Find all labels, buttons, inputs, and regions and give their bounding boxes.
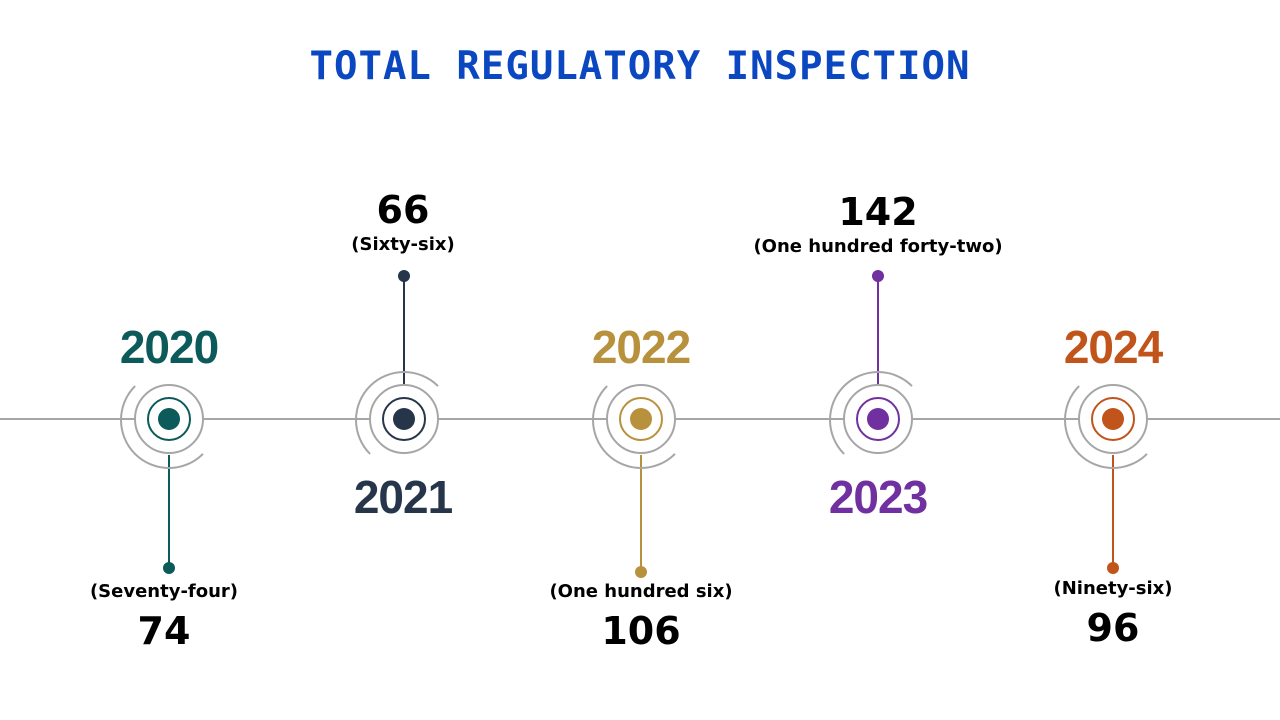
value-number: 96 <box>1086 606 1140 650</box>
value-number: 66 <box>376 188 430 232</box>
center-dot <box>1102 408 1124 430</box>
outer-arc <box>1064 371 1162 469</box>
outer-arc <box>829 371 927 469</box>
value-words: (One hundred six) <box>549 581 733 602</box>
connector-pin <box>635 566 647 578</box>
connector-line <box>403 280 405 384</box>
center-dot <box>630 408 652 430</box>
inner-ring <box>619 397 663 441</box>
outer-arc <box>355 371 453 469</box>
center-dot <box>393 408 415 430</box>
page-title: TOTAL REGULATORY INSPECTION <box>309 44 971 89</box>
year-label: 2024 <box>1063 321 1163 373</box>
outer-arc <box>592 371 690 469</box>
year-label: 2023 <box>828 471 928 523</box>
center-dot <box>867 408 889 430</box>
connector-pin <box>1107 562 1119 574</box>
outer-arc <box>120 371 218 469</box>
value-number: 142 <box>838 190 918 234</box>
value-words: (Ninety-six) <box>1053 578 1173 599</box>
value-words: (Sixty-six) <box>351 234 455 255</box>
inner-ring <box>856 397 900 441</box>
connector-line <box>877 280 879 384</box>
year-label: 2022 <box>591 321 691 373</box>
connector-pin <box>163 562 175 574</box>
connector-line <box>640 455 642 567</box>
center-dot <box>158 408 180 430</box>
value-words: (One hundred forty-two) <box>753 236 1003 257</box>
connector-pin <box>872 270 884 282</box>
connector-line <box>1112 455 1114 565</box>
connector-line <box>168 455 170 567</box>
year-label: 2020 <box>119 321 219 373</box>
value-number: 106 <box>601 609 681 653</box>
value-number: 74 <box>137 609 191 653</box>
connector-pin <box>398 270 410 282</box>
value-words: (Seventy-four) <box>89 581 239 602</box>
year-label: 2021 <box>353 471 453 523</box>
